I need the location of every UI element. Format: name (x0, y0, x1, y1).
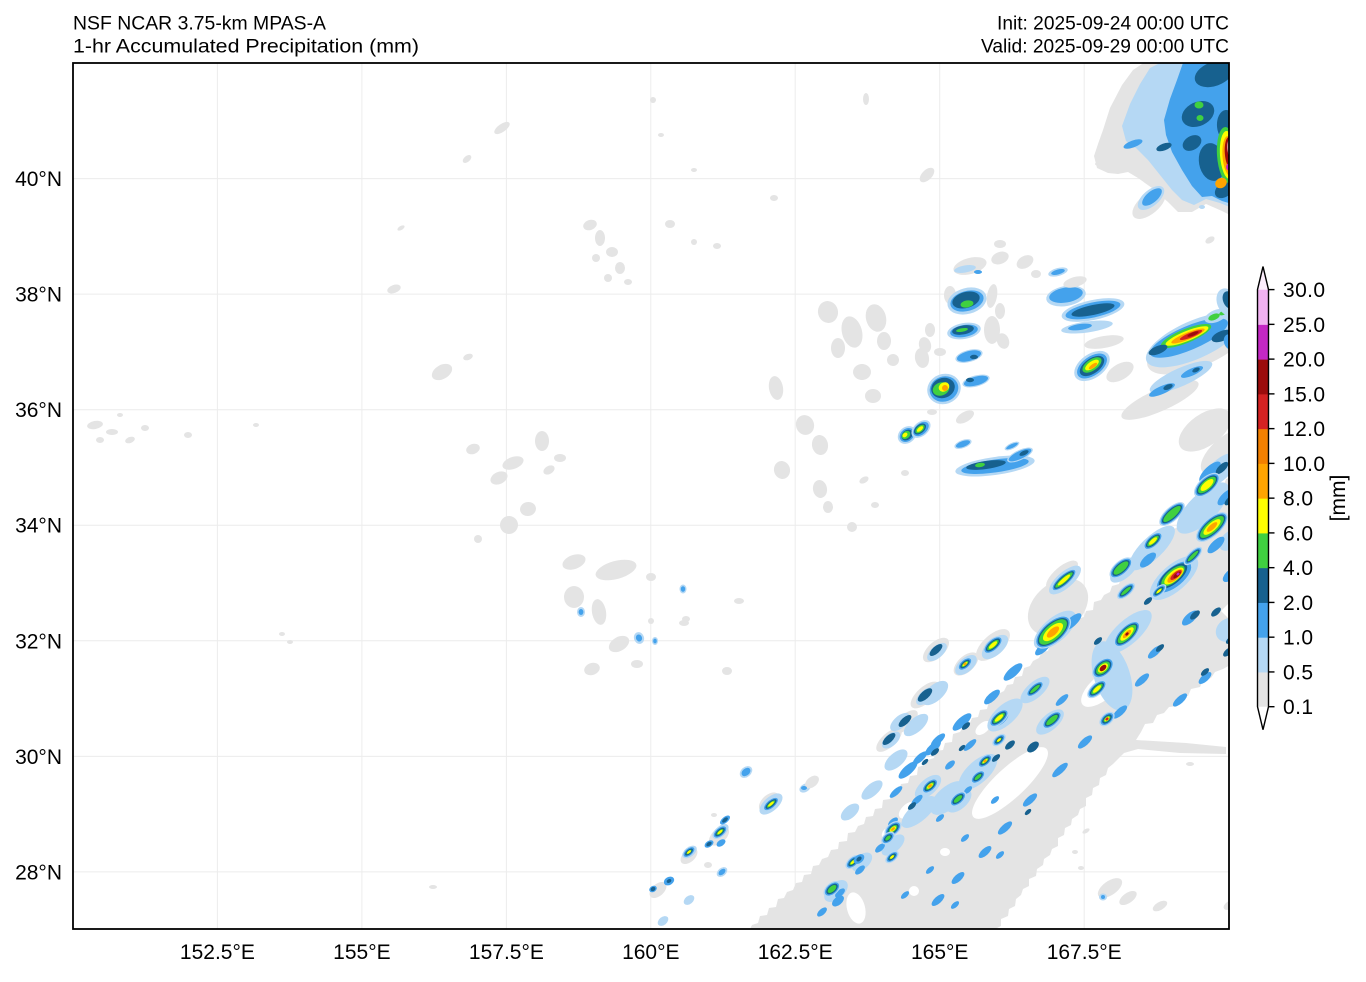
svg-text:152.5°E: 152.5°E (180, 941, 255, 964)
svg-text:15.0: 15.0 (1283, 383, 1325, 406)
svg-text:38°N: 38°N (15, 284, 62, 307)
svg-text:157.5°E: 157.5°E (469, 941, 544, 964)
svg-text:1.0: 1.0 (1283, 627, 1313, 650)
svg-text:25.0: 25.0 (1283, 314, 1325, 337)
svg-text:Valid: 2025-09-29 00:00 UTC: Valid: 2025-09-29 00:00 UTC (981, 37, 1229, 58)
svg-text:155°E: 155°E (333, 941, 390, 964)
svg-text:1-hr Accumulated Precipitation: 1-hr Accumulated Precipitation (mm) (73, 37, 419, 58)
svg-text:0.5: 0.5 (1283, 661, 1313, 684)
svg-text:10.0: 10.0 (1283, 453, 1325, 476)
svg-text:30.0: 30.0 (1283, 279, 1325, 302)
svg-text:8.0: 8.0 (1283, 488, 1313, 511)
svg-text:167.5°E: 167.5°E (1047, 941, 1122, 964)
svg-text:4.0: 4.0 (1283, 557, 1313, 580)
svg-text:Init: 2025-09-24 00:00 UTC: Init: 2025-09-24 00:00 UTC (997, 14, 1229, 35)
svg-text:6.0: 6.0 (1283, 522, 1313, 545)
svg-text:12.0: 12.0 (1283, 418, 1325, 441)
svg-text:20.0: 20.0 (1283, 349, 1325, 372)
svg-text:0.1: 0.1 (1283, 696, 1313, 719)
svg-text:160°E: 160°E (622, 941, 679, 964)
svg-text:[mm]: [mm] (1327, 475, 1350, 522)
svg-text:36°N: 36°N (15, 399, 62, 422)
svg-text:30°N: 30°N (15, 746, 62, 769)
svg-text:32°N: 32°N (15, 630, 62, 653)
svg-text:2.0: 2.0 (1283, 592, 1313, 615)
svg-text:34°N: 34°N (15, 515, 62, 538)
svg-text:NSF NCAR 3.75-km MPAS-A: NSF NCAR 3.75-km MPAS-A (73, 14, 326, 35)
svg-text:40°N: 40°N (15, 168, 62, 191)
svg-text:165°E: 165°E (911, 941, 968, 964)
svg-text:162.5°E: 162.5°E (758, 941, 833, 964)
svg-text:28°N: 28°N (15, 861, 62, 884)
